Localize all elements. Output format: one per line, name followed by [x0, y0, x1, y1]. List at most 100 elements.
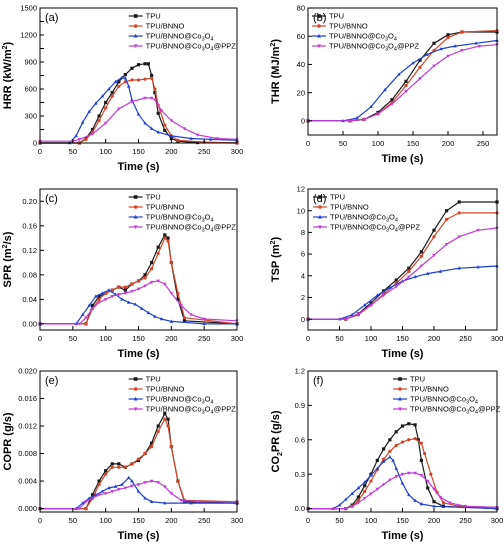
x-tick-label: 0 [38, 334, 42, 343]
y-tick-label: 0.20 [22, 197, 37, 206]
legend-entry: TPU/BNNO [146, 22, 185, 31]
data-point-tpu [407, 422, 411, 426]
series-line-tpu-bnno-co3o4-ppz [308, 472, 498, 510]
data-point-tpu-bnno-co3o4-ppz [444, 243, 449, 247]
y-tick-label: 12 [297, 185, 305, 194]
y-tick-label: 20 [297, 88, 305, 97]
data-point-tpu-bnno-co3o4-ppz [143, 96, 147, 100]
data-point-tpu [156, 111, 160, 115]
legend-entry: TPU/BNNO@Co3O4@PPZ [330, 223, 421, 234]
data-point-tpu-bnno-co3o4 [100, 291, 105, 295]
x-tick-label: 100 [365, 334, 378, 343]
legend: TPUTPU/BNNOTPU/BNNO@Co3O4TPU/BNNO@Co3O4@… [128, 375, 236, 416]
y-axis-label: HRR (kW/m2) [2, 41, 14, 109]
data-point-tpu-bnno-co3o4-ppz [179, 304, 183, 308]
data-point-tpu-bnno-co3o4 [413, 498, 417, 502]
data-point-tpu [136, 63, 141, 67]
x-tick-label: 150 [132, 334, 145, 343]
data-point-tpu-bnno-co3o4 [107, 87, 111, 91]
data-point-tpu-bnno [407, 269, 411, 274]
plot-frame [39, 188, 238, 331]
data-point-tpu [419, 250, 423, 254]
data-point-tpu-bnno-co3o4 [355, 116, 359, 120]
legend-entry: TPU [410, 375, 425, 384]
chart-panel-a: 0 50 100 150 200 250 300 0 300 600 900 1200 1500 Time… [2, 4, 243, 173]
data-point-tpu-bnno [84, 506, 88, 511]
legend-marker [318, 195, 322, 199]
data-point-tpu [176, 297, 180, 301]
data-point-tpu-bnno-co3o4 [439, 47, 443, 51]
data-point-tpu [90, 303, 95, 308]
data-point-tpu-bnno [117, 84, 121, 88]
data-point-tpu-bnno [153, 87, 157, 91]
x-tick-label: 50 [335, 516, 343, 525]
series-line-tpu-bnno [40, 418, 238, 510]
x-tick-label: 250 [198, 147, 211, 156]
data-point-tpu-bnno [110, 465, 114, 469]
y-tick-label: 4 [301, 271, 305, 280]
x-tick-label: 150 [407, 139, 420, 148]
y-tick-label: 8 [301, 228, 305, 237]
legend-marker [398, 396, 403, 401]
data-point-tpu-bnno-co3o4-ppz [103, 121, 108, 126]
data-point-tpu-bnno-co3o4-ppz [182, 127, 187, 131]
data-point-tpu-bnno-co3o4-ppz [163, 485, 167, 489]
data-point-tpu [163, 128, 167, 132]
data-point-tpu [163, 412, 167, 416]
data-point-tpu-bnno-co3o4-ppz [195, 133, 200, 137]
data-point-tpu-bnno-co3o4 [169, 319, 174, 323]
data-point-tpu-bnno-co3o4-ppz [477, 44, 482, 49]
data-point-tpu [418, 58, 422, 62]
data-point-tpu [363, 484, 367, 488]
data-point-tpu-bnno-co3o4 [381, 459, 386, 463]
legend-entry: TPU/BNNO [410, 385, 449, 394]
data-point-tpu-bnno-co3o4-ppz [117, 488, 121, 492]
data-point-tpu-bnno-co3o4 [163, 501, 167, 505]
x-tick-label: 200 [428, 516, 441, 525]
y-tick-label: 0.12 [22, 246, 37, 255]
y-tick-label: 0.004 [18, 477, 37, 486]
data-point-tpu-bnno-co3o4 [136, 112, 141, 116]
legend-marker [133, 44, 138, 49]
data-point-tpu [104, 469, 108, 473]
data-point-tpu-bnno-co3o4-ppz [110, 490, 114, 494]
data-point-tpu-bnno-co3o4-ppz [149, 96, 154, 100]
y-tick-label: 0 [301, 116, 305, 125]
data-point-tpu [426, 486, 430, 490]
data-point-tpu [407, 266, 411, 270]
y-axis-label: COPR (g/s) [2, 412, 14, 470]
data-point-tpu-bnno [117, 285, 121, 289]
legend: TPUTPU/BNNOTPU/BNNO@Co3O4TPU/BNNO@Co3O4@… [312, 12, 420, 53]
legend-marker [133, 24, 138, 28]
y-tick-label: 0 [301, 315, 305, 324]
data-point-tpu-bnno-co3o4-ppz [215, 137, 220, 141]
data-point-tpu-bnno-co3o4-ppz [169, 492, 174, 496]
data-point-tpu-bnno-co3o4-ppz [369, 303, 373, 307]
data-point-tpu-bnno-co3o4 [375, 293, 380, 297]
data-point-tpu-bnno-co3o4 [159, 317, 164, 321]
data-point-tpu-bnno-co3o4 [130, 479, 134, 483]
data-point-tpu-bnno-co3o4-ppz [362, 496, 367, 501]
data-point-tpu-bnno-co3o4-ppz [394, 475, 398, 479]
data-point-tpu [163, 233, 167, 237]
data-point-tpu [404, 79, 408, 83]
data-point-tpu-bnno [169, 445, 173, 449]
data-point-tpu-bnno-co3o4 [350, 312, 354, 317]
data-point-tpu-bnno-co3o4 [87, 303, 92, 307]
legend-entry: TPU/BNNO@Co3O4@PPZ [146, 223, 237, 234]
panel-label: (b) [313, 12, 326, 24]
data-point-tpu-bnno-co3o4-ppz [103, 298, 108, 302]
y-axis-label: THR (MJ/m2) [270, 39, 282, 104]
data-point-tpu-bnno-co3o4-ppz [446, 54, 450, 58]
data-point-tpu [432, 228, 436, 232]
data-point-tpu-bnno-co3o4-ppz [413, 471, 417, 475]
legend-entry: TPU/BNNO@Co3O4 [146, 395, 214, 406]
data-point-tpu [150, 441, 154, 445]
data-point-tpu-bnno [441, 501, 446, 505]
legend-entry: TPU/BNNO@Co3O4 [330, 213, 398, 224]
legend-entry: TPU/BNNO [146, 203, 185, 212]
data-point-tpu-bnno-co3o4-ppz [400, 472, 405, 477]
series-line-tpu [308, 423, 498, 510]
data-point-tpu-bnno [130, 282, 134, 286]
